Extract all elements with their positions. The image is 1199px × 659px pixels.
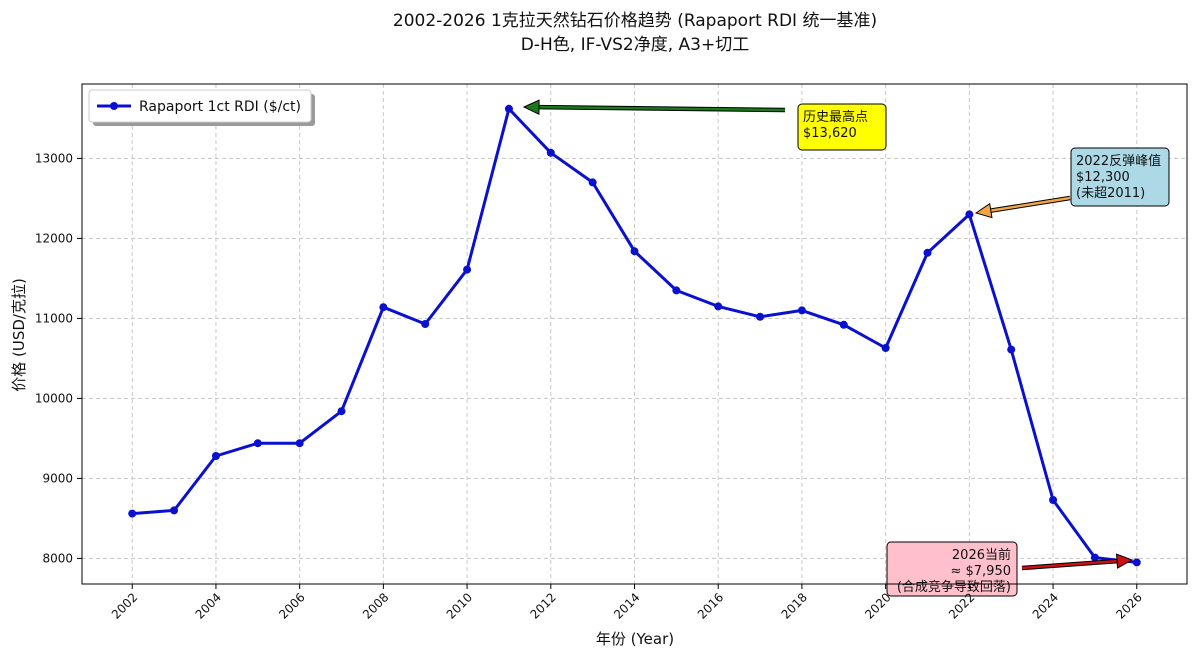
annotation-text: $13,620 [803, 126, 857, 141]
annotation-arrow-shaft [538, 105, 786, 112]
x-tick-label: 2024 [1030, 590, 1061, 621]
x-tick-label: 2026 [1113, 590, 1144, 621]
x-tick-label: 2010 [444, 590, 475, 621]
y-tick-label: 11000 [35, 311, 73, 325]
annotation-text: 2022反弹峰值 [1076, 153, 1161, 169]
data-point [463, 265, 472, 274]
y-tick-label: 8000 [42, 551, 73, 565]
data-point [546, 148, 555, 157]
x-tick-label: 2008 [360, 590, 391, 621]
data-point [337, 407, 346, 416]
data-point [714, 302, 723, 311]
x-tick-label: 2016 [695, 590, 726, 621]
y-tick-label: 12000 [35, 231, 73, 245]
legend: Rapaport 1ct RDI ($/ct) [88, 89, 315, 126]
y-axis-label: 价格 (USD/克拉) [10, 278, 28, 392]
legend-swatch-marker [110, 102, 118, 110]
data-point [797, 306, 806, 315]
series-layer [128, 104, 1141, 567]
x-tick-label: 2002 [109, 590, 140, 621]
data-point [421, 320, 430, 328]
data-point [170, 506, 179, 515]
annotation-text: ≈ $7,950 [950, 564, 1011, 579]
x-tick-label: 2014 [611, 590, 642, 621]
data-point [839, 320, 848, 329]
plot-frame [81, 83, 1188, 585]
data-point [1007, 345, 1016, 354]
annotation-arrow-head [974, 202, 993, 219]
x-tick-label: 2004 [193, 590, 224, 621]
data-point [630, 247, 639, 256]
y-tick-label: 9000 [42, 471, 73, 485]
annotation-text: 历史最高点 [803, 109, 868, 125]
annotation-text: $12,300 [1076, 170, 1130, 185]
data-point [923, 248, 932, 257]
data-point [253, 439, 262, 448]
data-point [756, 312, 765, 321]
data-point [211, 452, 220, 460]
chart-subtitle: D-H色, IF-VS2净度, A3+切工 [521, 35, 749, 55]
x-tick-label: 2012 [527, 590, 558, 621]
annotation: 2022反弹峰值$12,300(未超2011) [974, 147, 1170, 219]
x-tick-label: 2006 [276, 590, 307, 621]
annotation-arrow-shaft [1021, 559, 1118, 570]
y-tick-label: 13000 [35, 151, 73, 165]
legend-box [88, 89, 312, 123]
annotation-arrow-head [1115, 553, 1134, 569]
x-axis-label: 年份 (Year) [596, 630, 674, 648]
data-point [965, 210, 974, 219]
data-point [1090, 553, 1099, 562]
data-point [881, 344, 890, 352]
annotation-text: 2026当前 [952, 547, 1011, 563]
annotation: 2026当前≈ $7,950(合成竞争导致回落) [886, 541, 1134, 597]
annotation-box [1070, 147, 1170, 207]
annotation-text: (未超2011) [1076, 186, 1145, 201]
data-point [1132, 558, 1141, 567]
data-point [128, 509, 137, 518]
annotation: 历史最高点$13,620 [522, 99, 887, 151]
data-point [295, 439, 304, 448]
data-point [672, 286, 681, 295]
data-point [1049, 496, 1058, 504]
annotation-box [797, 103, 887, 151]
annotation-box [886, 541, 1018, 597]
annotation-arrow-shaft [990, 196, 1071, 212]
data-point [379, 303, 388, 312]
x-tick-label: 2018 [779, 590, 810, 621]
grid [82, 84, 1187, 584]
annotation-text: (合成竞争导致回落) [897, 579, 1011, 595]
annotation-arrow-head [522, 99, 540, 115]
data-point [588, 178, 597, 187]
y-tick-label: 10000 [35, 391, 73, 405]
legend-label: Rapaport 1ct RDI ($/ct) [139, 99, 301, 115]
chart-title: 2002-2026 1克拉天然钻石价格趋势 (Rapaport RDI 统一基准… [393, 11, 877, 31]
annotations: 历史最高点$13,620 2022反弹峰值$12,300(未超2011) 2026当… [522, 99, 1170, 597]
data-point [504, 104, 513, 113]
